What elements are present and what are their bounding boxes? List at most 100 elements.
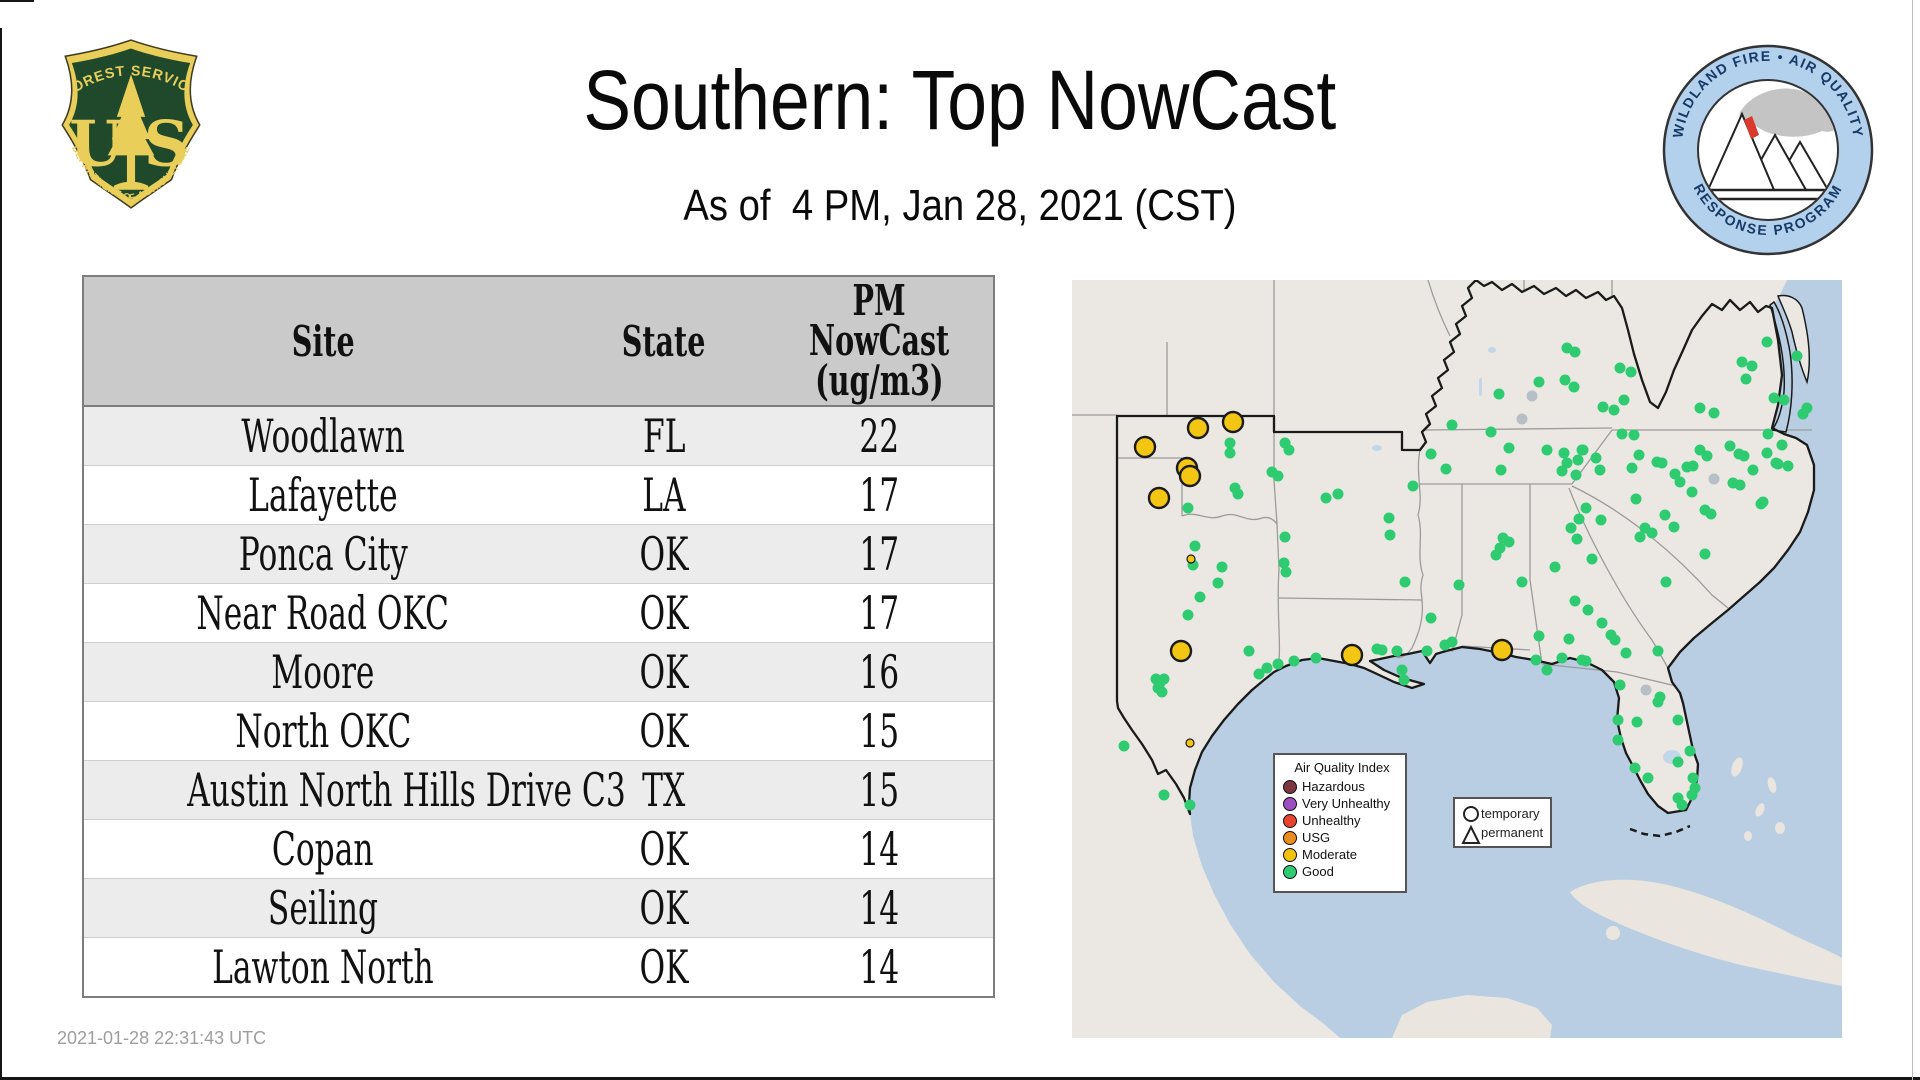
site-marker-good [1724,440,1736,452]
table-row: Moore OK 16 [84,642,993,701]
southern-region-map [1072,280,1842,1038]
site-marker-good [1762,428,1774,440]
site-marker-good [1158,673,1170,685]
page-title: Southern: Top NowCast [583,53,1337,147]
site-marker-good [1625,366,1637,378]
site-marker-good [1563,633,1575,645]
site-marker-moderate [1133,435,1157,459]
site-marker-good [1708,407,1720,419]
florida-keys [1629,824,1691,838]
site-marker-good [1391,645,1403,657]
aqi-item-label: Unhealthy [1302,813,1361,828]
site-marker-good [1580,655,1592,667]
site-marker-good [1490,549,1502,561]
site-marker-good [1614,679,1626,691]
site-marker-good [1676,799,1688,811]
site-marker-good [1568,381,1580,393]
site-marker-good [1612,734,1624,746]
site-marker-good [1184,799,1196,811]
site-marker-good [1549,561,1561,573]
site-marker-good [1590,452,1602,464]
page-subtitle: As of 4 PM, Jan 28, 2021 (CST) [683,181,1237,230]
state-cell: OK [639,586,689,640]
site-marker-good [1398,674,1410,686]
site-marker-good [1659,509,1671,521]
site-marker-good [1446,636,1458,648]
aqi-legend-item: Moderate [1283,846,1405,863]
site-marker-good [1530,654,1542,666]
site-marker-good [1684,745,1696,757]
site-marker-good [1681,461,1693,473]
window-edge-left [0,28,2,1080]
site-marker-good [1597,401,1609,413]
delmarva-peninsula [1776,294,1811,385]
site-marker-good [1672,756,1684,768]
site-marker-good [1761,447,1773,459]
aqi-legend: Air Quality Index Hazardous Very Unhealth… [1273,753,1407,893]
site-marker-good [1453,579,1465,591]
value-cell: 15 [859,763,900,817]
table-row: Lawton North OK 14 [84,937,993,996]
site-marker-moderate [1340,643,1364,667]
table-row: Austin North Hills Drive C3 TX 15 [84,760,993,819]
site-marker-good [1158,789,1170,801]
site-marker-good [1194,591,1206,603]
aqi-color-dot [1283,864,1297,879]
value-cell: 14 [859,940,900,994]
site-marker-good [1746,360,1758,372]
site-marker-good [1768,392,1780,404]
site-marker-good [1279,531,1291,543]
site-marker-moderate [1186,416,1210,440]
site-marker-good [1229,482,1241,494]
aqi-legend-title: Air Quality Index [1294,760,1390,775]
site-marker-good [1280,566,1292,578]
site-marker-good [1182,609,1194,621]
window-edge-right [1912,0,1913,1080]
site-cell: Lafayette [248,468,398,522]
site-marker-good [1495,464,1507,476]
value-cell: 14 [859,881,900,935]
site-marker-nodata [1526,390,1538,402]
generated-timestamp: 2021-01-28 22:31:43 UTC [57,1028,267,1048]
state-cell: OK [639,704,689,758]
site-marker-moderate [1221,410,1245,434]
state-cell: OK [639,645,689,699]
cuba-land [1570,879,1842,986]
table-row: Ponca City OK 17 [84,524,993,583]
permanent-label: permanent [1481,825,1544,840]
site-marker-good [1668,521,1680,533]
site-marker-good [1628,429,1640,441]
site-marker-good [1320,492,1332,504]
southern-region-border [1115,280,1816,816]
site-marker-good [1660,576,1672,588]
site-marker-good [1399,576,1411,588]
site-marker-good [1733,448,1745,460]
aqi-item-label: Very Unhealthy [1302,796,1391,811]
wfaqrp-logo: WILDLAND FIRE • AIR QUALITY RESPONSE PRO… [1660,42,1876,263]
site-marker-nodata [1708,473,1720,485]
aqi-color-dot [1283,830,1297,845]
site-marker-good [1503,442,1515,454]
site-marker-good [1761,336,1773,348]
site-marker-good [1612,714,1624,726]
site-marker-good [1421,645,1433,657]
site-marker-good [1687,772,1699,784]
site-marker-good [1558,447,1570,459]
site-marker-good [1626,462,1638,474]
site-cell: Moore [271,645,375,699]
site-marker-good [1556,652,1568,664]
aqi-legend-item: Unhealthy [1283,812,1405,829]
site-marker-good [1279,437,1291,449]
value-cell: 22 [859,409,900,463]
marker-type-legend: temporary permanent [1453,797,1552,848]
site-cell: Lawton North [212,940,434,994]
aqi-legend-item: Hazardous [1283,778,1405,795]
table-row: Copan OK 14 [84,819,993,878]
site-marker-good [1631,716,1643,728]
site-marker-good [1620,647,1632,659]
site-marker-good [1156,686,1168,698]
forest-service-logo: FOREST SERVICE DEPARTMENT OF AGRICULTURE… [50,24,207,217]
site-marker-good [1565,522,1577,534]
site-marker-moderate-small [1186,554,1196,564]
aqi-color-dot [1283,779,1297,794]
